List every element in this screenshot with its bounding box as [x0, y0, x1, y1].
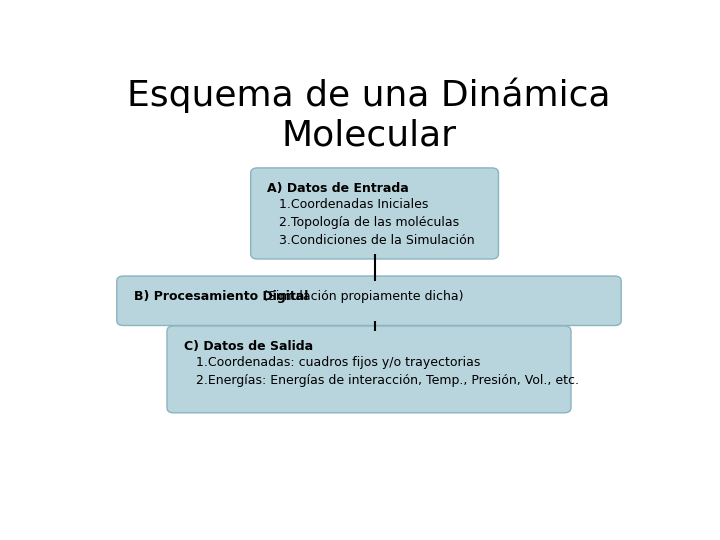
Text: A) Datos de Entrada: A) Datos de Entrada [267, 182, 409, 195]
Text: C) Datos de Salida: C) Datos de Salida [184, 340, 313, 353]
FancyBboxPatch shape [167, 326, 571, 413]
Text: Esquema de una Dinámica
Molecular: Esquema de una Dinámica Molecular [127, 77, 611, 152]
Text: 1.Coordenadas Iniciales
   2.Topología de las moléculas
   3.Condiciones de la S: 1.Coordenadas Iniciales 2.Topología de l… [267, 198, 475, 247]
Text: 1.Coordenadas: cuadros fijos y/o trayectorias
   2.Energías: Energías de interac: 1.Coordenadas: cuadros fijos y/o trayect… [184, 356, 579, 387]
FancyBboxPatch shape [117, 276, 621, 326]
Text: B) Procesamiento Digital: B) Procesamiento Digital [133, 290, 308, 303]
Text: (Simulación propiamente dicha): (Simulación propiamente dicha) [259, 290, 464, 303]
FancyBboxPatch shape [251, 168, 498, 259]
